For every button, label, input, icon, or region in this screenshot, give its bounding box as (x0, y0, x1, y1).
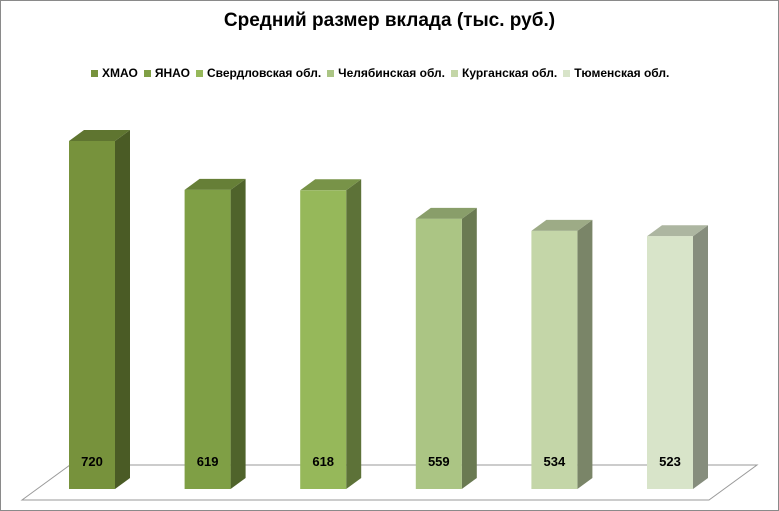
legend-label: Свердловская обл. (206, 66, 322, 80)
bar-top (415, 207, 477, 219)
chart-legend: ХМАО ЯНАО Свердловская обл. Челябинская обл… (91, 66, 675, 80)
legend-item: Курганская обл. (451, 66, 557, 80)
bar (300, 190, 347, 490)
legend-item: ХМАО (91, 66, 138, 80)
legend-item: Челябинская обл. (327, 66, 445, 80)
legend-label: Челябинская обл. (338, 66, 446, 80)
bar-side (577, 219, 593, 489)
data-label: 534 (544, 454, 566, 469)
chart-title: Средний размер вклада (тыс. руб.) (223, 10, 556, 31)
legend-swatch (327, 69, 335, 77)
bar (184, 189, 231, 490)
bar-top (531, 219, 593, 231)
legend-item: Тюменская обл. (563, 66, 669, 80)
bar (531, 230, 578, 489)
chart-floor (20, 464, 759, 501)
data-label: 559 (428, 454, 450, 469)
legend-swatch (91, 69, 98, 77)
bar-top (647, 225, 708, 237)
legend-label: ХМАО (102, 66, 138, 80)
bar (647, 236, 693, 489)
legend-swatch (195, 69, 203, 77)
bar-side (115, 130, 130, 489)
legend-item: ЯНАО (143, 66, 190, 80)
bar-top (69, 130, 130, 141)
legend-label: Курганская обл. (462, 66, 558, 80)
legend-swatch (451, 69, 459, 77)
data-label: 618 (312, 454, 334, 469)
data-label: 619 (197, 454, 219, 469)
bar-side (346, 179, 362, 490)
legend-swatch (143, 69, 151, 77)
bar-side (461, 207, 477, 490)
legend-swatch (563, 69, 571, 77)
legend-item: Свердловская обл. (195, 66, 322, 80)
bar (415, 218, 462, 490)
legend-label: ЯНАО (154, 66, 190, 80)
bar (69, 141, 115, 489)
bar-side (693, 225, 708, 489)
data-label: 720 (81, 454, 103, 469)
bar-top (300, 179, 362, 191)
bar-top (184, 178, 246, 190)
bar-side (230, 178, 246, 490)
legend-label: Тюменская обл. (574, 66, 670, 80)
data-label: 523 (659, 454, 681, 469)
